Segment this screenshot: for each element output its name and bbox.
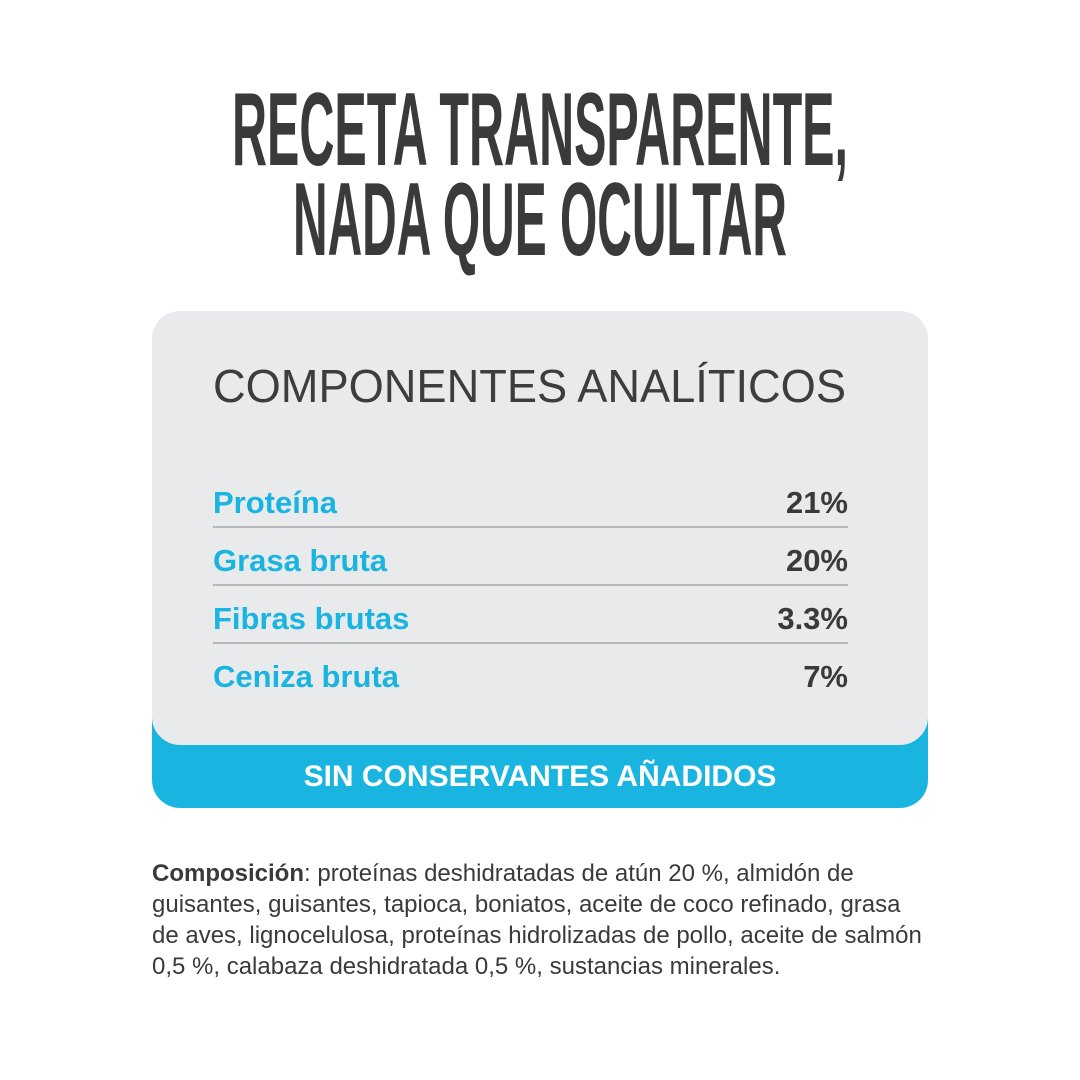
row-value: 7%: [803, 659, 848, 694]
composition-label: Composición: [152, 860, 305, 887]
composition-text: : proteínas deshidratadas de atún 20 %, …: [152, 860, 922, 980]
row-value: 21%: [786, 485, 848, 520]
title-line: RECETA TRANSPARENTE,: [232, 72, 848, 188]
row-label: Grasa bruta: [213, 543, 388, 578]
row-label: Ceniza bruta: [213, 659, 400, 694]
composition: Composición: proteínas deshidratadas de …: [152, 858, 927, 982]
rows: Proteína 21% Grasa bruta 20% Fibras brutas 3.…: [213, 485, 848, 694]
row-value: 3.3%: [777, 601, 848, 636]
card-bg: [152, 311, 928, 745]
row-label: Fibras brutas: [213, 601, 409, 636]
banner-text: SIN CONSERVANTES AÑADIDOS: [304, 759, 777, 793]
title-line: NADA QUE OCULTAR: [293, 162, 787, 278]
card-heading: COMPONENTES ANALÍTICOS: [213, 360, 846, 412]
row-label: Proteína: [213, 485, 338, 520]
row-value: 20%: [786, 543, 848, 578]
